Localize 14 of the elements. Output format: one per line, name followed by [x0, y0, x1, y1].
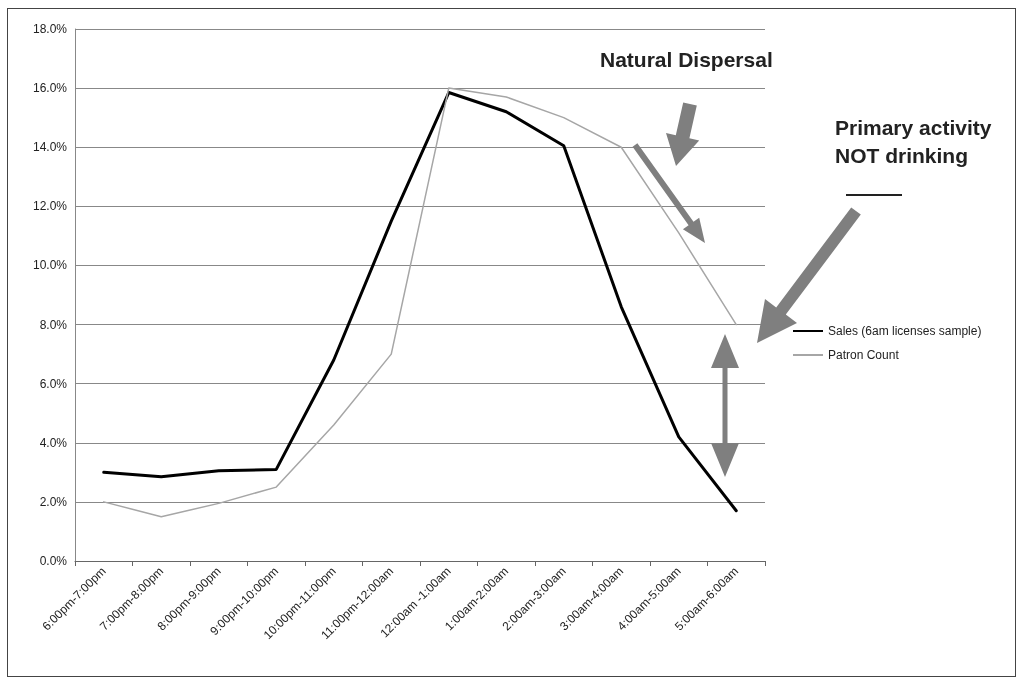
text: Primary activity NOT drinking [835, 115, 992, 167]
y-tick-label: 14.0% [32, 140, 68, 155]
y-tick-label: 4.0% [39, 435, 68, 450]
y-tick-label: 0.0% [39, 554, 68, 568]
y-tick-label: 6.0% [39, 376, 68, 391]
legend-label: Patron Count [828, 348, 900, 362]
y-tick-label: 12.0% [32, 199, 68, 214]
y-tick-label: 2.0% [39, 494, 68, 509]
y-tick-label: 18.0% [32, 22, 68, 36]
annotation: Natural Dispersal [600, 47, 773, 71]
legend-label: Sales (6am licenses sample) [828, 324, 982, 338]
y-tick-label: 16.0% [32, 81, 68, 96]
y-tick-label: 8.0% [39, 317, 68, 332]
y-tick-label: 10.0% [32, 258, 68, 273]
